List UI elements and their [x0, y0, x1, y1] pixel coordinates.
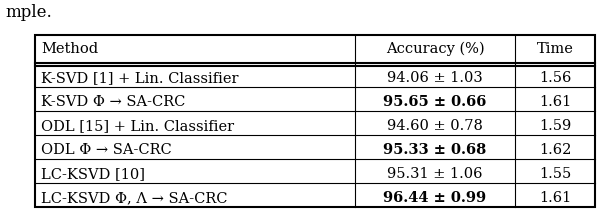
Text: 94.60 ± 0.78: 94.60 ± 0.78: [387, 119, 483, 133]
Text: K-SVD [1] + Lin. Classifier: K-SVD [1] + Lin. Classifier: [41, 71, 239, 85]
Text: 1.62: 1.62: [539, 143, 571, 157]
Text: Accuracy (%): Accuracy (%): [386, 42, 484, 56]
Text: K-SVD Φ → SA-CRC: K-SVD Φ → SA-CRC: [41, 95, 185, 109]
Text: Time: Time: [536, 42, 574, 56]
Text: LC-KSVD Φ, Λ → SA-CRC: LC-KSVD Φ, Λ → SA-CRC: [41, 191, 227, 205]
Text: ODL Φ → SA-CRC: ODL Φ → SA-CRC: [41, 143, 172, 157]
Text: 96.44 ± 0.99: 96.44 ± 0.99: [383, 191, 487, 205]
Text: 1.61: 1.61: [539, 191, 571, 205]
Text: 95.65 ± 0.66: 95.65 ± 0.66: [383, 95, 487, 109]
Text: 1.59: 1.59: [539, 119, 571, 133]
Text: mple.: mple.: [5, 3, 52, 21]
Text: LC-KSVD [10]: LC-KSVD [10]: [41, 167, 145, 181]
Text: 95.31 ± 1.06: 95.31 ± 1.06: [387, 167, 483, 181]
Text: Method: Method: [41, 42, 98, 56]
Text: 94.06 ± 1.03: 94.06 ± 1.03: [387, 71, 483, 85]
Text: 1.56: 1.56: [539, 71, 571, 85]
Text: 1.55: 1.55: [539, 167, 571, 181]
Text: 1.61: 1.61: [539, 95, 571, 109]
Text: 95.33 ± 0.68: 95.33 ± 0.68: [383, 143, 487, 157]
Bar: [35, 35, 595, 207]
Text: ODL [15] + Lin. Classifier: ODL [15] + Lin. Classifier: [41, 119, 234, 133]
